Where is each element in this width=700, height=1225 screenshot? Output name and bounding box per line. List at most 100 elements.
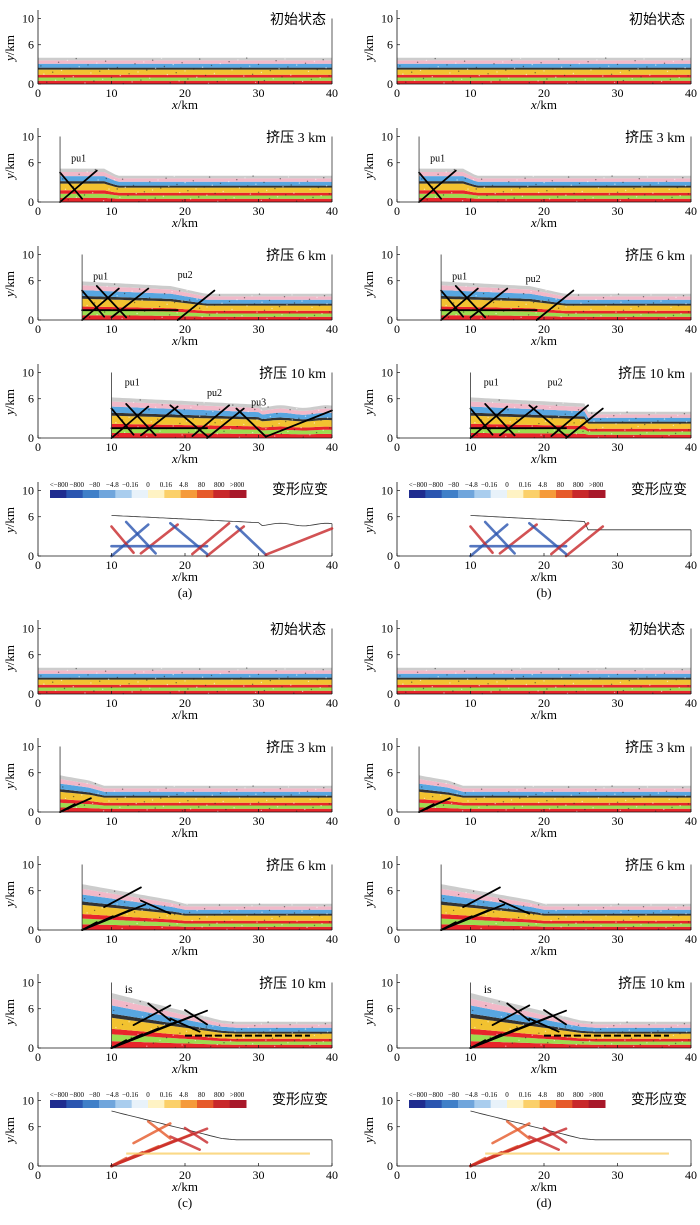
particle-speckle (290, 794, 292, 796)
x-axis-label: x/km (171, 943, 198, 958)
particle-speckle (94, 782, 97, 785)
particle-speckle (298, 318, 301, 320)
strata-layer (60, 190, 332, 196)
colorbar-tick-label: 80 (557, 1091, 565, 1099)
particle-speckle (198, 918, 201, 920)
particle-speckle (649, 684, 651, 686)
particle-speckle (320, 805, 322, 807)
particle-speckle (642, 906, 645, 908)
fault-trace (506, 1002, 531, 1022)
y-tick-label: 10 (381, 130, 393, 144)
particle-speckle (494, 802, 496, 805)
particle-speckle (578, 182, 581, 185)
particle-speckle (630, 917, 632, 920)
particle-speckle (610, 1043, 613, 1045)
strata-layer (419, 172, 691, 182)
y-tick-label: 10 (22, 484, 34, 498)
particle-speckle (137, 1033, 139, 1036)
particle-speckle (492, 301, 495, 304)
particle-speckle (635, 417, 637, 420)
particle-speckle (269, 679, 271, 682)
particle-speckle (613, 1025, 615, 1027)
particle-speckle (257, 63, 260, 66)
strata-layer (470, 401, 691, 418)
particle-speckle (196, 76, 198, 78)
particle-speckle (622, 791, 624, 794)
particle-speckle (478, 196, 480, 198)
particle-speckle (599, 677, 601, 679)
particle-speckle (296, 64, 298, 66)
x-tick-label: 0 (35, 1168, 41, 1182)
x-tick-label: 20 (538, 1050, 550, 1064)
particle-speckle (456, 179, 458, 181)
particle-speckle (615, 921, 617, 923)
particle-speckle (257, 801, 260, 803)
particle-speckle (158, 916, 161, 919)
particle-speckle (586, 1032, 589, 1034)
particle-speckle (263, 79, 266, 82)
x-tick-label: 30 (253, 440, 265, 454)
particle-speckle (166, 915, 168, 917)
particle-speckle (203, 796, 205, 798)
colorbar-swatch (115, 1100, 133, 1108)
fault-trace (535, 289, 575, 321)
strata-layer (397, 679, 691, 685)
x-tick-label: 10 (106, 86, 118, 100)
particle-speckle (565, 804, 567, 806)
particle-speckle (179, 1032, 181, 1034)
particle-speckle (191, 919, 193, 922)
particle-speckle (154, 197, 156, 199)
strata-layer (38, 60, 332, 64)
particle-speckle (260, 71, 263, 74)
strata-layer (111, 415, 332, 428)
particle-speckle (179, 801, 181, 804)
particle-speckle (245, 1044, 247, 1047)
particle-speckle (116, 295, 118, 297)
particle-speckle (146, 1045, 148, 1047)
particle-speckle (527, 795, 529, 797)
particle-speckle (582, 310, 585, 313)
y-tick-label: 6 (387, 1002, 393, 1016)
particle-speckle (225, 689, 227, 691)
particle-speckle (546, 688, 548, 690)
particle-speckle (192, 417, 194, 420)
particle-speckle (558, 1027, 560, 1029)
particle-speckle (60, 69, 63, 72)
particle-speckle (326, 1031, 329, 1033)
particle-speckle (480, 927, 482, 930)
particle-speckle (604, 434, 606, 437)
strain-band (469, 1127, 568, 1168)
particle-speckle (163, 905, 166, 907)
particle-speckle (159, 1039, 161, 1042)
particle-speckle (54, 689, 57, 691)
x-axis-var: x (171, 825, 178, 840)
particle-speckle (268, 909, 271, 912)
particle-speckle (104, 670, 107, 672)
strata-layer (60, 181, 332, 188)
particle-speckle (276, 196, 279, 198)
particle-speckle (655, 1022, 657, 1024)
strain-band (110, 525, 135, 555)
colorbar-swatch (441, 490, 459, 498)
particle-speckle (538, 1032, 540, 1034)
strain-title: 变形应变 (272, 481, 328, 498)
particle-speckle (256, 311, 258, 313)
particle-speckle (43, 73, 45, 75)
strata-layer (60, 197, 332, 202)
particle-speckle (88, 316, 91, 318)
fault-trace (59, 171, 83, 200)
structure-label: pu2 (526, 274, 541, 285)
particle-speckle (663, 62, 666, 64)
particle-speckle (251, 905, 253, 907)
particle-speckle (622, 919, 625, 921)
particle-speckle (480, 317, 482, 320)
fault-trace (110, 1009, 208, 1049)
particle-speckle (258, 903, 261, 905)
particle-speckle (134, 673, 136, 675)
x-axis-unit: /km (537, 1061, 557, 1076)
particle-speckle (679, 422, 681, 425)
particle-speckle (301, 910, 303, 912)
colorbar-swatch (82, 1100, 100, 1108)
strata-layer (397, 60, 691, 64)
particle-speckle (600, 925, 602, 927)
